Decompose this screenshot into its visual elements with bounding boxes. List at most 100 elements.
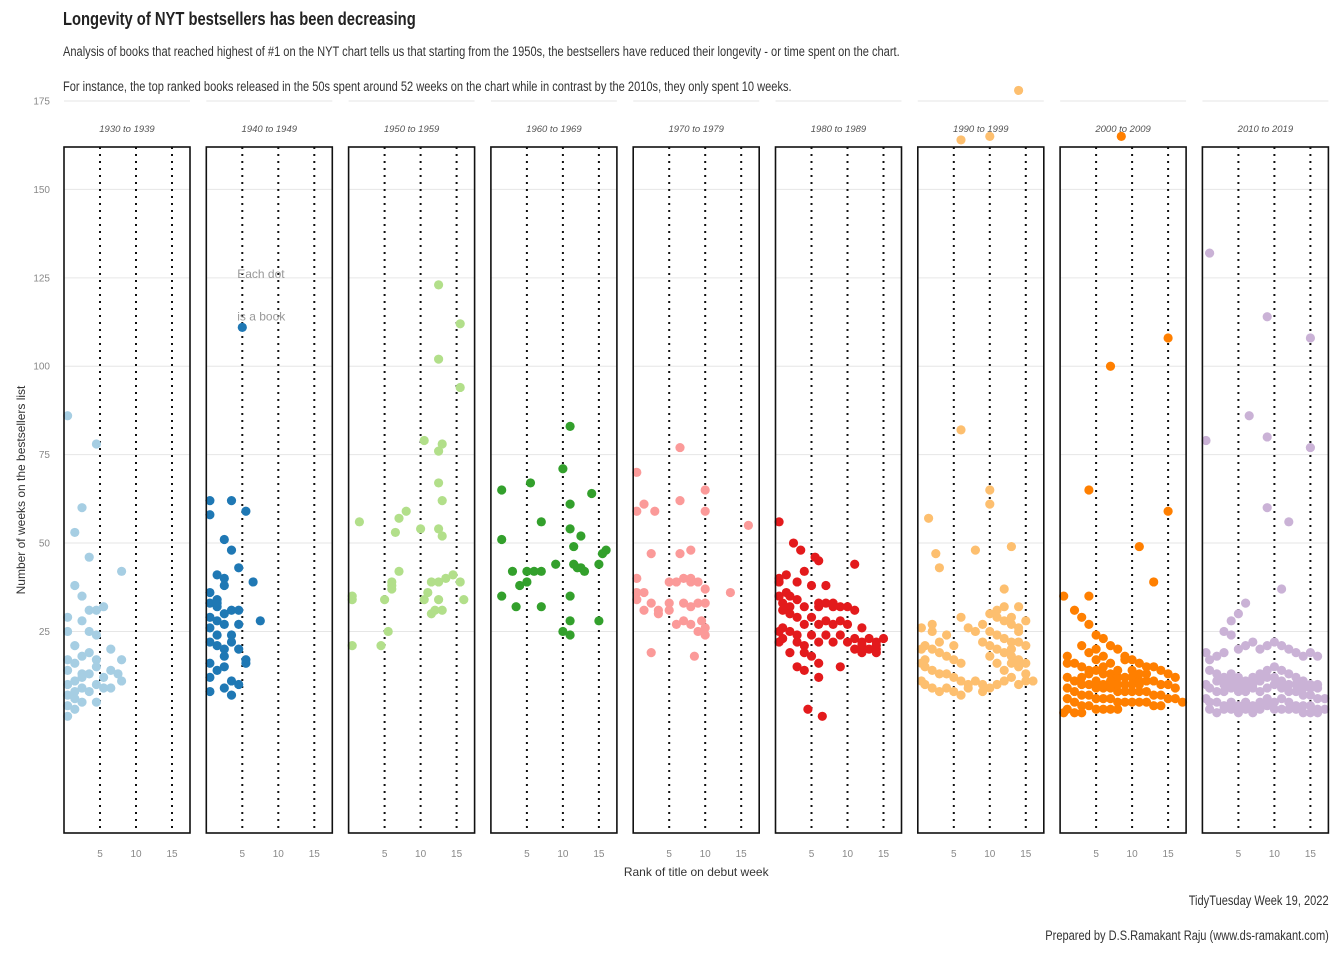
data-point — [1170, 683, 1180, 693]
data-point — [1277, 584, 1287, 594]
data-point — [920, 662, 930, 672]
data-point — [857, 640, 867, 651]
facet-label-2000-to-2009: 2000 to 2009 — [1094, 124, 1151, 135]
data-point — [1255, 669, 1265, 679]
data-point — [1098, 651, 1108, 661]
data-point — [1141, 686, 1152, 697]
data-point — [1248, 637, 1258, 647]
data-point — [942, 683, 952, 693]
data-point — [63, 679, 73, 690]
data-point — [871, 648, 881, 658]
data-point — [985, 485, 995, 495]
data-point — [1284, 704, 1294, 714]
data-point — [565, 591, 575, 601]
data-point — [1014, 626, 1024, 637]
facet-label-1970-to-1979: 1970 to 1979 — [668, 124, 724, 135]
data-point — [978, 686, 988, 697]
data-point — [814, 556, 824, 566]
data-point — [234, 563, 244, 573]
data-point — [664, 577, 674, 587]
data-point — [978, 637, 988, 647]
facet-label-2010-to-2019: 2010 to 2019 — [1237, 124, 1294, 135]
data-point — [1006, 644, 1017, 654]
data-point — [434, 478, 444, 488]
data-point — [497, 591, 507, 601]
data-point — [1149, 662, 1159, 672]
data-point — [434, 524, 444, 534]
data-point — [814, 637, 824, 647]
data-point — [1226, 630, 1236, 640]
data-point — [212, 570, 222, 580]
data-point — [226, 676, 237, 686]
data-point — [1091, 665, 1101, 675]
data-point — [632, 587, 642, 598]
facet-label-1930-to-1939: 1930 to 1939 — [99, 124, 155, 135]
data-point — [1219, 679, 1229, 690]
y-tick-label: 75 — [39, 450, 51, 461]
data-point — [697, 616, 707, 626]
data-point — [117, 566, 127, 576]
data-point — [63, 655, 73, 665]
data-point — [999, 676, 1009, 686]
data-point — [1284, 697, 1294, 707]
x-tick-label: 5 — [951, 849, 957, 860]
data-point — [1170, 672, 1180, 683]
data-point — [942, 630, 952, 640]
data-point — [792, 637, 802, 647]
data-point — [985, 683, 995, 693]
data-point — [347, 640, 357, 651]
data-point — [1014, 85, 1024, 96]
data-point — [675, 496, 685, 506]
data-point — [927, 683, 937, 693]
data-point — [1098, 633, 1108, 644]
data-point — [700, 584, 710, 594]
data-point — [226, 605, 237, 615]
data-point — [77, 697, 87, 707]
data-point — [864, 644, 874, 654]
data-point — [77, 672, 87, 683]
data-point — [679, 616, 689, 626]
data-point — [1120, 672, 1130, 683]
data-point — [1021, 658, 1031, 668]
chart-subtitle: Analysis of books that reached highest o… — [63, 44, 900, 59]
data-point — [1141, 662, 1152, 672]
data-point — [91, 655, 101, 665]
data-point — [689, 651, 700, 661]
data-point — [416, 524, 426, 534]
data-point — [1219, 626, 1229, 637]
data-point — [1116, 131, 1126, 141]
data-point — [675, 549, 685, 559]
data-point — [1091, 676, 1101, 686]
data-point — [1163, 694, 1173, 704]
data-point — [70, 580, 80, 591]
panel-frame — [63, 146, 191, 834]
data-point — [646, 648, 656, 658]
data-point — [1006, 651, 1017, 661]
data-point — [828, 602, 838, 612]
data-point — [1006, 619, 1017, 629]
data-point — [1091, 644, 1101, 654]
data-point — [1226, 669, 1236, 679]
data-point — [1291, 679, 1301, 690]
data-point — [536, 566, 546, 576]
data-point — [558, 626, 568, 637]
x-tick-label: 5 — [809, 849, 815, 860]
data-point — [1134, 697, 1144, 707]
data-point — [632, 573, 642, 584]
data-point — [1113, 704, 1123, 714]
data-point — [970, 676, 981, 686]
x-axis-label: Rank of title on debut week — [624, 865, 770, 879]
data-point — [1205, 655, 1215, 665]
data-point — [234, 644, 244, 654]
data-point — [1062, 694, 1072, 704]
data-point — [1205, 683, 1215, 693]
data-point — [241, 506, 251, 516]
data-point — [1269, 637, 1279, 647]
data-point — [1014, 655, 1024, 665]
data-point — [1233, 708, 1243, 718]
data-point — [1233, 686, 1243, 697]
x-tick-label: 15 — [736, 849, 748, 860]
data-point — [515, 580, 525, 591]
data-point — [693, 577, 703, 587]
data-point — [1113, 686, 1123, 697]
